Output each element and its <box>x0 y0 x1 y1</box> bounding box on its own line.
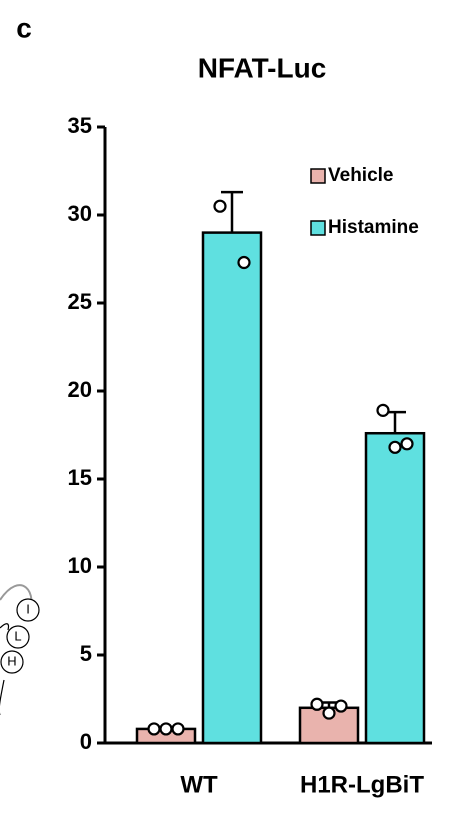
fragment-line <box>0 624 9 630</box>
data-point <box>173 723 184 734</box>
data-point <box>324 708 335 719</box>
fragment-label: I <box>26 601 30 616</box>
y-tick-label: 35 <box>68 113 92 138</box>
fragment-label: H <box>7 653 16 668</box>
bar <box>366 433 424 743</box>
data-point <box>402 438 413 449</box>
data-point <box>149 723 160 734</box>
data-point <box>336 701 347 712</box>
panel-label: c <box>16 12 32 43</box>
data-point <box>390 442 401 453</box>
y-tick-label: 25 <box>68 289 92 314</box>
data-point <box>312 699 323 710</box>
bar <box>203 233 261 743</box>
data-point <box>239 257 250 268</box>
chart-title: NFAT-Luc <box>198 52 327 83</box>
legend-label: Vehicle <box>328 165 394 186</box>
y-tick-label: 20 <box>68 377 92 402</box>
data-point <box>161 723 172 734</box>
fragment-line <box>0 680 4 715</box>
data-point <box>378 405 389 416</box>
legend-swatch <box>311 169 325 183</box>
legend-label: Histamine <box>328 217 419 238</box>
legend-swatch <box>311 221 325 235</box>
y-tick-label: 15 <box>68 465 92 490</box>
x-tick-label: H1R-LgBiT <box>300 771 424 798</box>
data-point <box>215 201 226 212</box>
y-tick-label: 10 <box>68 553 92 578</box>
diagram-fragment <box>0 585 39 715</box>
y-tick-label: 30 <box>68 201 92 226</box>
fragment-label: L <box>14 628 21 643</box>
x-tick-label: WT <box>180 771 218 798</box>
y-tick-label: 5 <box>80 641 92 666</box>
chart: c NFAT-Luc I L H 0 5 10 15 20 25 30 35 WT H1R-LgB… <box>0 0 450 817</box>
y-tick-label: 0 <box>80 729 92 754</box>
